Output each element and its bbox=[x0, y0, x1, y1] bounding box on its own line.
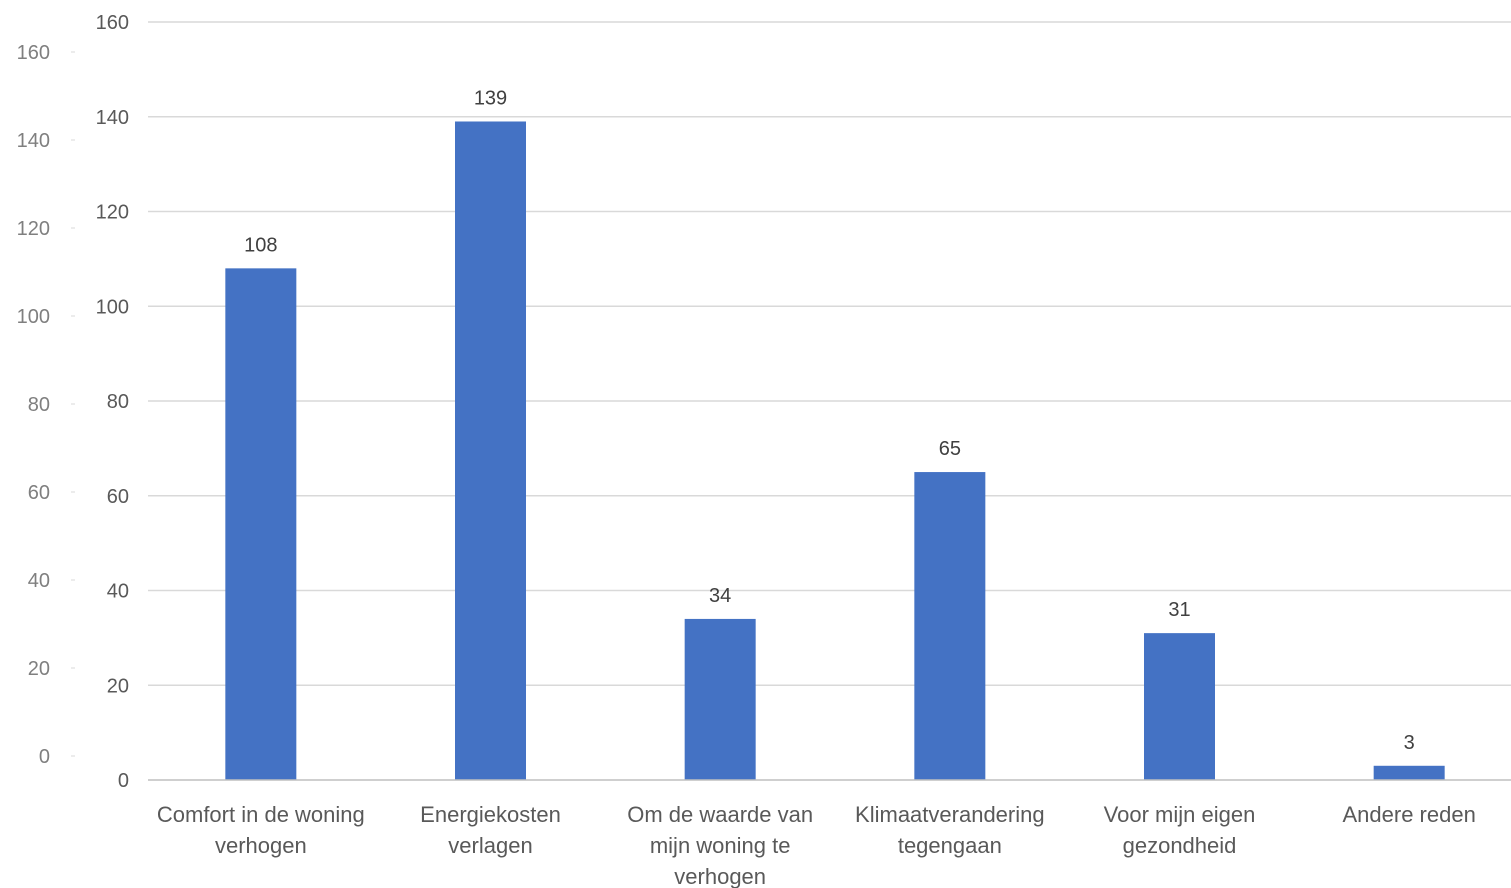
data-label: 31 bbox=[1168, 599, 1190, 621]
bar bbox=[225, 268, 297, 780]
y-tick-label: 60 bbox=[107, 486, 129, 508]
y-axis: 0 20 40 60 80 100 120 140 160 bbox=[96, 12, 129, 792]
y-tick-label: 140 bbox=[96, 107, 129, 129]
bar bbox=[1373, 765, 1445, 780]
x-tick-label: Om de waarde van mijn woning te verhogen bbox=[627, 802, 813, 888]
x-tick-label: Andere reden bbox=[1343, 802, 1476, 827]
data-label: 139 bbox=[474, 87, 507, 109]
bar bbox=[914, 472, 986, 780]
background-axis: 0 20 40 60 80 100 120 140 160 bbox=[17, 42, 75, 768]
ghost-y-tick-label: 0 bbox=[39, 746, 50, 768]
bar bbox=[455, 121, 526, 781]
y-tick-label: 120 bbox=[96, 202, 129, 224]
data-label: 65 bbox=[939, 438, 961, 460]
ghost-y-tick-label: 140 bbox=[17, 130, 50, 152]
bar bbox=[684, 618, 756, 780]
bar bbox=[1144, 633, 1215, 780]
y-tick-label: 80 bbox=[107, 391, 129, 413]
x-axis: Comfort in de woning verhogen Energiekoste… bbox=[157, 802, 1476, 888]
y-tick-label: 160 bbox=[96, 12, 129, 34]
ghost-y-tick-label: 160 bbox=[17, 42, 50, 64]
x-tick-label: Voor mijn eigen gezondheid bbox=[1104, 802, 1256, 858]
data-label: 34 bbox=[709, 585, 731, 607]
y-tick-label: 20 bbox=[107, 675, 129, 697]
x-tick-label: Energiekosten verlagen bbox=[420, 802, 561, 858]
y-tick-label: 40 bbox=[107, 581, 129, 603]
y-tick-label: 100 bbox=[96, 296, 129, 318]
gridlines bbox=[148, 21, 1511, 686]
data-labels: 108 139 34 65 31 3 bbox=[244, 87, 1415, 753]
x-tick-label: Comfort in de woning verhogen bbox=[157, 802, 365, 858]
ghost-y-tick-label: 20 bbox=[28, 658, 50, 680]
x-tick-label: Klimaatverandering tegengaan bbox=[855, 802, 1045, 858]
ghost-y-tick-label: 80 bbox=[28, 394, 50, 416]
ghost-y-tick-label: 100 bbox=[17, 306, 50, 328]
ghost-y-tick-label: 120 bbox=[17, 218, 50, 240]
data-label: 108 bbox=[244, 234, 277, 256]
y-tick-label: 0 bbox=[118, 770, 129, 792]
data-label: 3 bbox=[1404, 732, 1415, 754]
ghost-y-tick-label: 60 bbox=[28, 482, 50, 504]
ghost-y-tick-label: 40 bbox=[28, 570, 50, 592]
bars bbox=[225, 121, 1445, 781]
